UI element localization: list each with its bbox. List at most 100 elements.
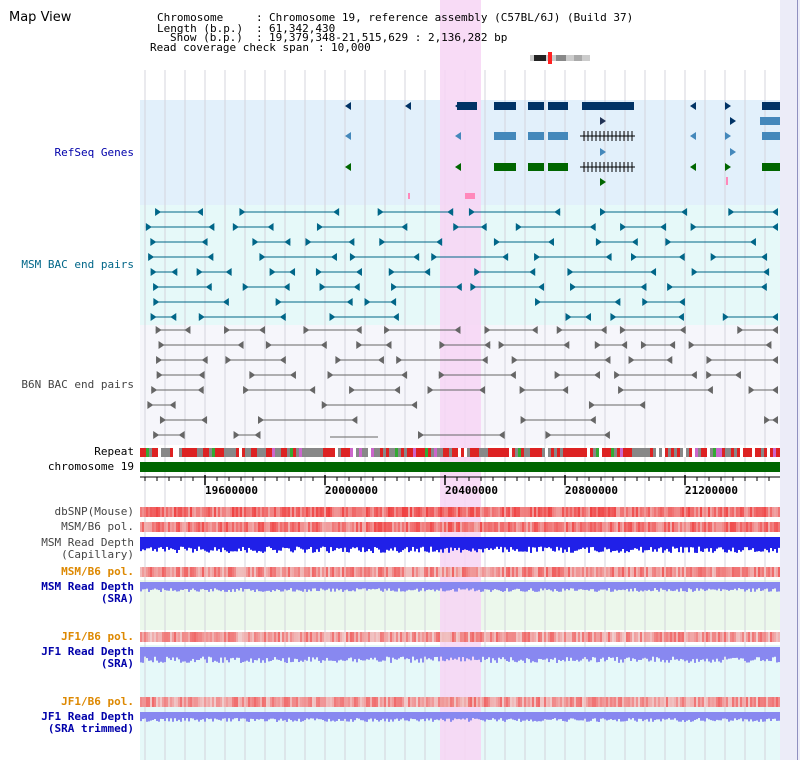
repeat-segment	[533, 448, 536, 457]
label-jf1-b6-pol[interactable]: JF1/B6 pol.	[61, 630, 134, 643]
jf1-depth-sra-bar	[242, 647, 244, 663]
label-repeat[interactable]: Repeat	[94, 445, 134, 458]
dbsnp-heat-cell	[506, 507, 508, 517]
label-jf1-depth-trim[interactable]: JF1 Read Depth (SRA trimmed)	[41, 711, 134, 735]
msm-b6-pol-heat-cell	[398, 522, 400, 532]
msm-depth-sra-bar	[416, 582, 418, 589]
dbsnp-heat-cell	[154, 507, 156, 517]
jf1-depth-sra-bar	[394, 647, 396, 660]
msm-b6-pol-heat-cell	[246, 522, 248, 532]
msm-depth-sra-bar	[246, 582, 248, 590]
msm-b6-pol-heat-cell	[614, 522, 616, 532]
msm-b6-pol-2-heat-cell	[284, 567, 286, 577]
jf1-depth-sra-bar	[734, 647, 736, 658]
jf1-depth-trim-bar	[696, 712, 698, 720]
label-msm-depth-cap[interactable]: MSM Read Depth (Capillary)	[41, 537, 134, 561]
label-msm-b6-pol[interactable]: MSM/B6 pol.	[61, 520, 134, 533]
msm-depth-sra-bar	[620, 582, 622, 591]
label-b6n-bac[interactable]: B6N BAC end pairs	[21, 378, 134, 391]
dbsnp-heat-cell	[458, 507, 460, 517]
jf1-b6-pol-heat-cell	[180, 632, 182, 642]
msm-depth-cap-bar	[152, 537, 154, 551]
jf1-depth-sra-bar	[524, 647, 526, 663]
msm-b6-pol-2-heat-cell	[484, 567, 486, 577]
jf1-depth-trim-bar	[632, 712, 634, 719]
jf1-b6-pol-2-heat-cell	[256, 697, 258, 707]
msm-b6-pol-heat-cell	[610, 522, 612, 532]
msm-depth-cap-bar	[638, 537, 640, 551]
jf1-depth-sra-bar	[726, 647, 728, 660]
msm-bac-pair-end	[678, 298, 685, 306]
msm-depth-cap-bar	[576, 537, 578, 551]
jf1-depth-sra-bar	[728, 647, 730, 659]
b6n-bac-pair-end	[159, 416, 166, 424]
jf1-b6-pol-heat-cell	[416, 632, 418, 642]
msm-depth-cap-bar	[388, 537, 390, 551]
label-jf1-b6-pol-2[interactable]: JF1/B6 pol.	[61, 695, 134, 708]
msm-b6-pol-heat-cell	[536, 522, 538, 532]
msm-b6-pol-2-heat-cell	[252, 567, 254, 577]
jf1-depth-trim-bar	[628, 712, 630, 719]
jf1-b6-pol-2-heat-cell	[766, 697, 768, 707]
label-dbsnp[interactable]: dbSNP(Mouse)	[54, 505, 134, 518]
msm-depth-cap-bar	[218, 537, 220, 550]
dbsnp-heat-cell	[196, 507, 198, 517]
msm-depth-cap-bar	[320, 537, 322, 548]
label-chromosome[interactable]: chromosome 19	[47, 460, 134, 473]
jf1-depth-sra-bar	[560, 647, 562, 661]
jf1-depth-sra-bar	[526, 647, 528, 659]
dbsnp-heat-cell	[364, 507, 366, 517]
msm-depth-sra-bar	[678, 582, 680, 592]
msm-depth-sra-bar	[324, 582, 326, 591]
jf1-depth-trim-bar	[482, 712, 484, 721]
jf1-depth-sra-bar	[696, 647, 698, 659]
jf1-b6-pol-heat-cell	[392, 632, 394, 642]
label-msm-depth-sra[interactable]: MSM Read Depth (SRA)	[41, 581, 134, 605]
msm-depth-cap-bar	[204, 537, 206, 551]
b6n-bac-pair-end	[600, 326, 607, 334]
repeat-segment	[539, 448, 542, 457]
jf1-b6-pol-heat-cell	[690, 632, 692, 642]
label-jf1-depth-sra[interactable]: JF1 Read Depth (SRA)	[41, 646, 134, 670]
msm-b6-pol-heat-cell	[644, 522, 646, 532]
msm-b6-pol-heat-cell	[682, 522, 684, 532]
msm-bac-pair-end	[772, 313, 778, 321]
msm-b6-pol-2-heat-cell	[614, 567, 616, 577]
label-refseq-genes[interactable]: RefSeq Genes	[54, 146, 134, 159]
repeat-segment	[656, 448, 659, 457]
jf1-b6-pol-2-heat-cell	[224, 697, 226, 707]
jf1-depth-sra-bar	[454, 647, 456, 659]
msm-b6-pol-heat-cell	[152, 522, 154, 532]
msm-depth-cap-bar	[556, 537, 558, 547]
jf1-b6-pol-2-heat-cell	[548, 697, 550, 707]
msm-b6-pol-heat-cell	[764, 522, 766, 532]
msm-depth-sra-bar	[450, 582, 452, 591]
msm-depth-sra-bar	[452, 582, 454, 590]
repeat-segment	[614, 448, 617, 457]
msm-depth-sra-bar	[442, 582, 444, 592]
jf1-b6-pol-2-heat-cell	[412, 697, 414, 707]
msm-b6-pol-heat-cell	[198, 522, 200, 532]
label-msm-bac[interactable]: MSM BAC end pairs	[21, 258, 134, 271]
jf1-b6-pol-heat-cell	[644, 632, 646, 642]
msm-depth-cap-bar	[468, 537, 470, 551]
msm-depth-cap-bar	[472, 537, 474, 549]
dbsnp-heat-cell	[404, 507, 406, 517]
msm-depth-cap-bar	[280, 537, 282, 551]
msm-depth-cap-bar	[508, 537, 510, 552]
jf1-b6-pol-2-heat-cell	[736, 697, 738, 707]
msm-depth-cap-bar	[604, 537, 606, 548]
jf1-depth-trim-bar	[272, 712, 274, 719]
repeat-segment	[770, 448, 773, 457]
msm-bac-pair-end	[642, 298, 649, 306]
msm-depth-cap-bar	[612, 537, 614, 552]
jf1-depth-trim-bar	[292, 712, 294, 722]
msm-depth-sra-bar	[330, 582, 332, 592]
jf1-b6-pol-2-heat-cell	[594, 697, 596, 707]
jf1-depth-sra-bar	[290, 647, 292, 663]
msm-b6-pol-heat-cell	[688, 522, 690, 532]
msm-b6-pol-2-heat-cell	[154, 567, 156, 577]
msm-b6-pol-2-heat-cell	[666, 567, 668, 577]
label-msm-b6-pol-2[interactable]: MSM/B6 pol.	[61, 565, 134, 578]
msm-depth-sra-bar	[658, 582, 660, 592]
